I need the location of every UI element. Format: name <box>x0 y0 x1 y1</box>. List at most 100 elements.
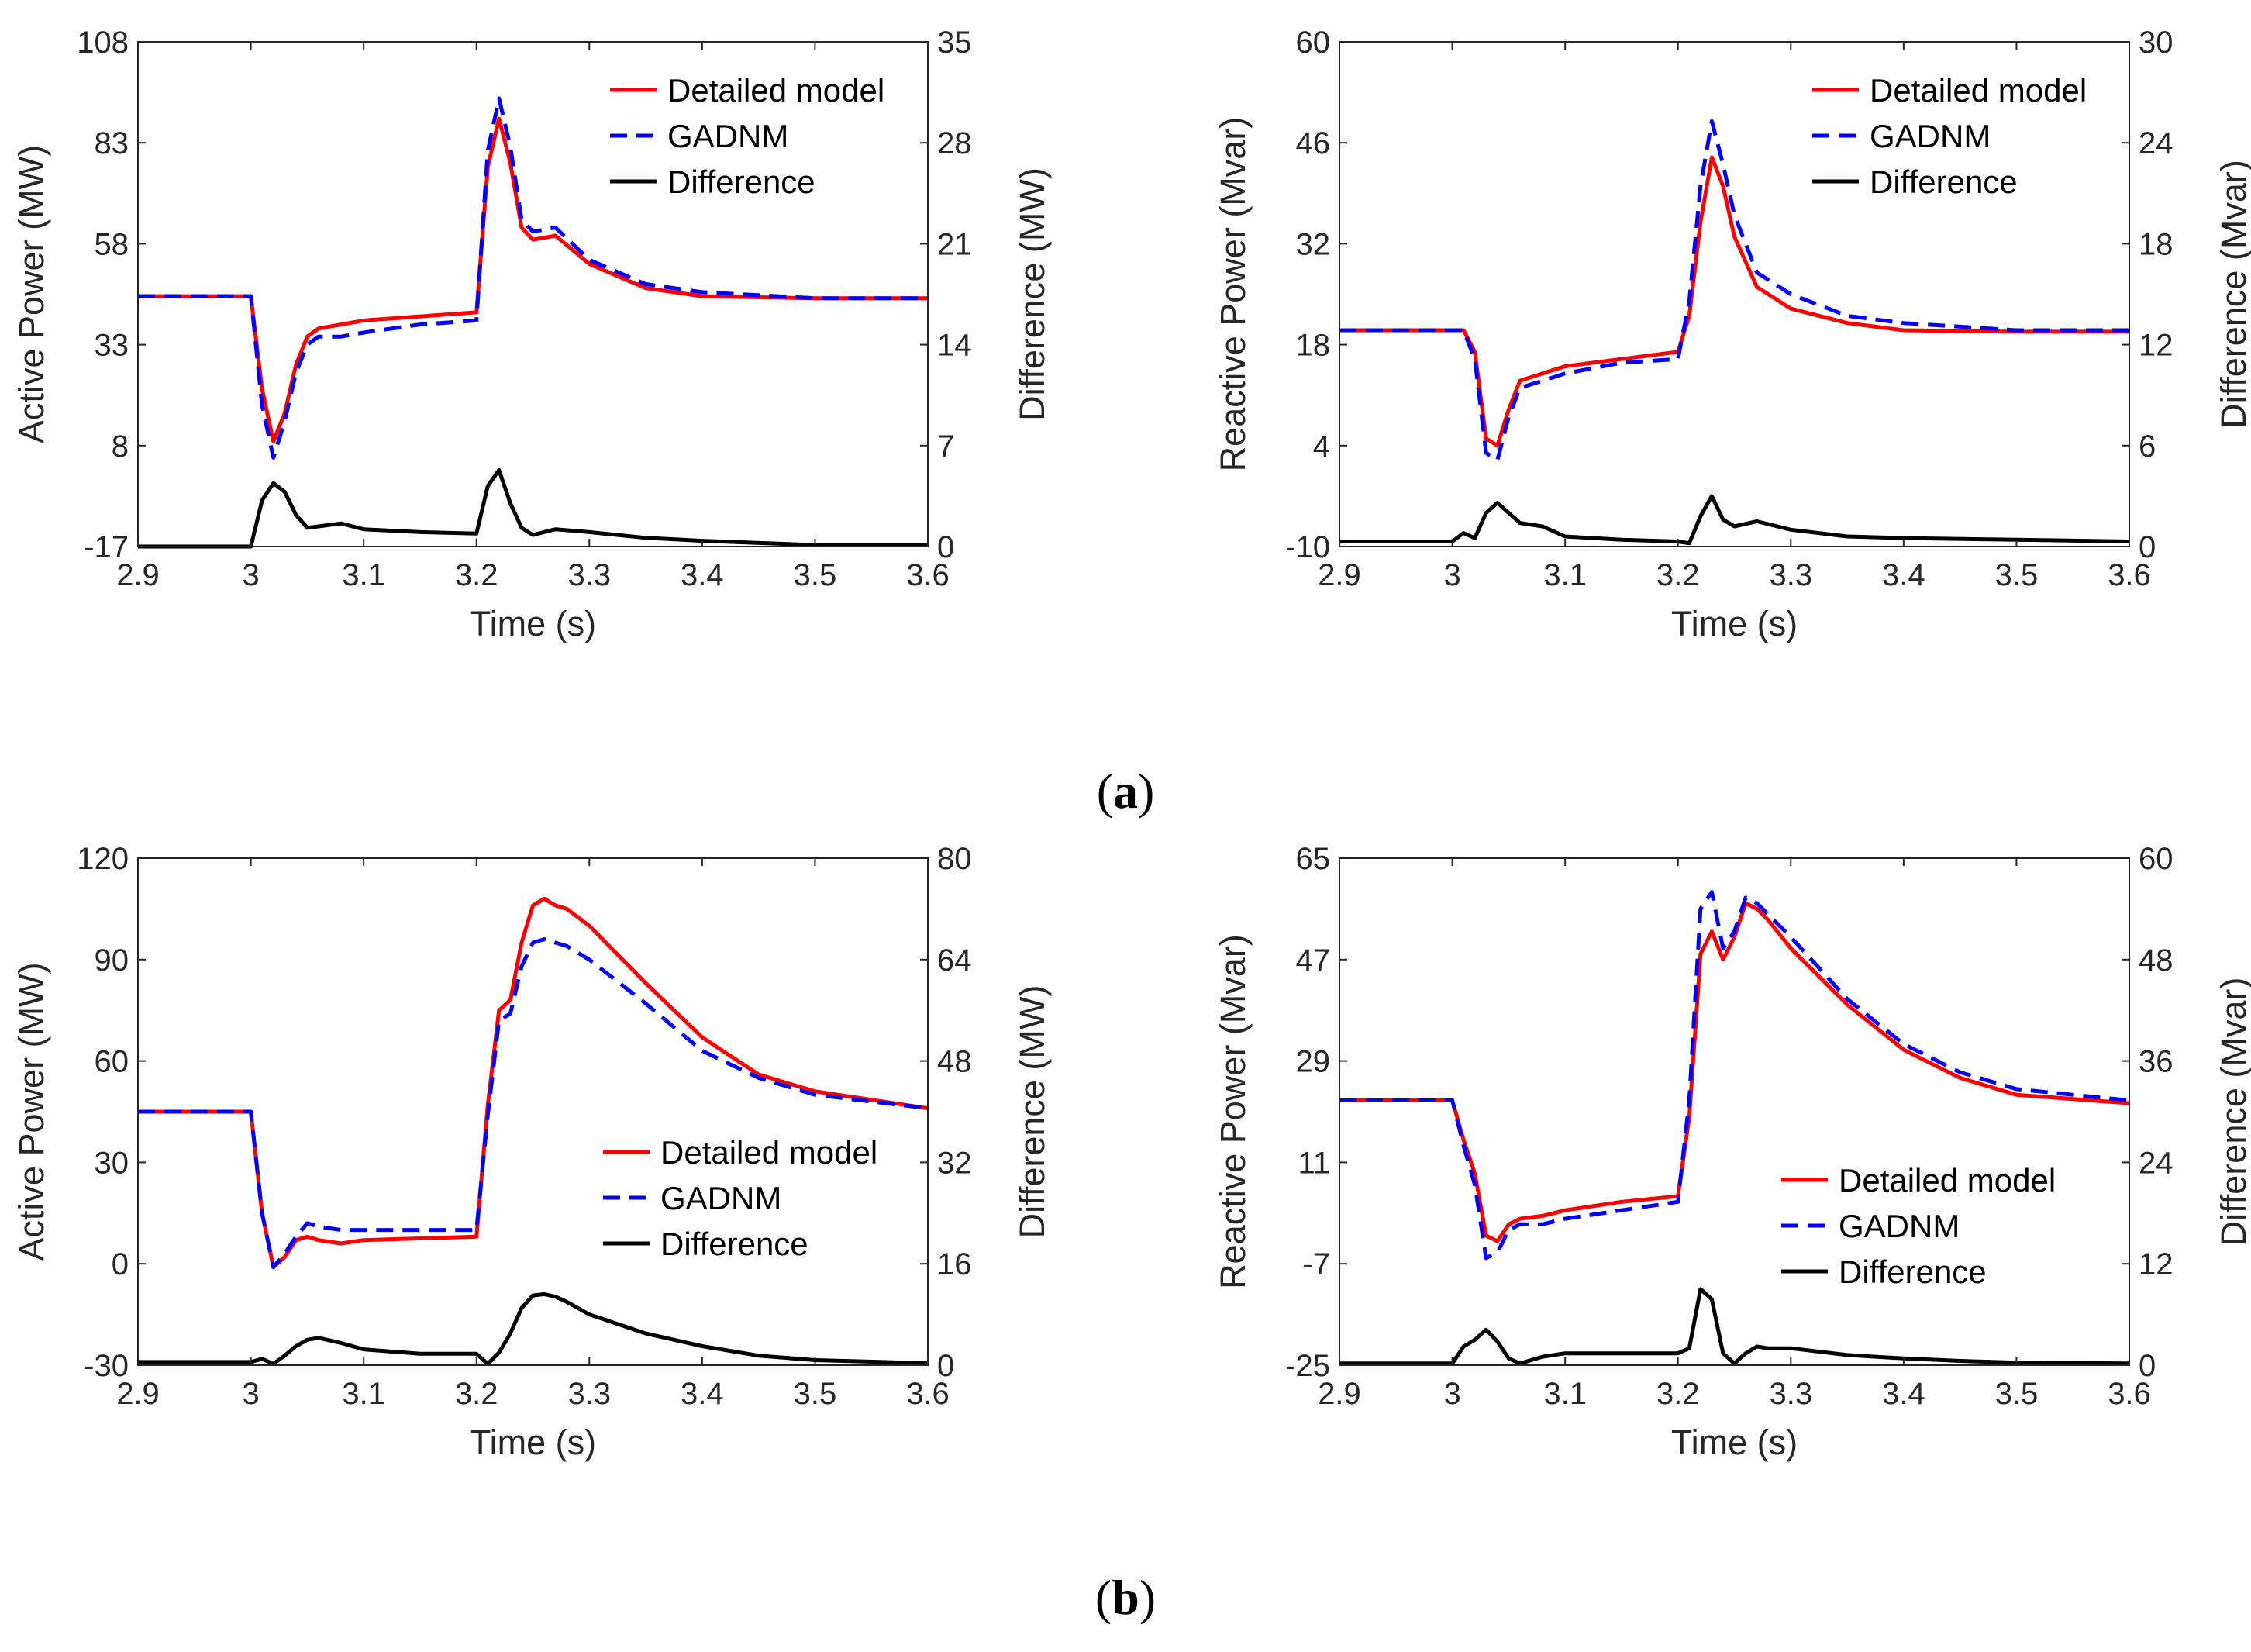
legend-label: Detailed model <box>1870 72 2087 109</box>
legend-label: GADNM <box>1839 1208 1960 1244</box>
caption-a-open: ( <box>1097 764 1113 819</box>
legend-label: Detailed model <box>667 72 884 109</box>
y-tick-label: 32 <box>1296 227 1331 261</box>
x-tick-label: 3.2 <box>1656 1377 1700 1411</box>
y2-tick-label: 0 <box>2139 1349 2156 1383</box>
y2-tick-label: 0 <box>937 530 954 564</box>
y2-tick-label: 48 <box>937 1045 972 1079</box>
y-axis-label: Active Power (MW) <box>12 962 51 1261</box>
y-tick-label: 8 <box>112 429 129 464</box>
x-tick-label: 3.4 <box>681 1377 724 1411</box>
caption-b-open: ( <box>1095 1570 1112 1625</box>
y-tick-label: -25 <box>1285 1349 1330 1383</box>
y2-tick-label: 80 <box>937 842 972 876</box>
x-tick-label: 3.4 <box>1882 558 1925 592</box>
chart-b-active-power: 2.9 3 3.1 3.2 3.3 3.4 3.5 3.6 -30 0 30 60 90 120 0 16 32… <box>12 842 1052 1462</box>
y-tick-label: 11 <box>1298 1146 1330 1180</box>
x-tick-label: 3.1 <box>342 558 385 592</box>
y-tick-label: 120 <box>77 842 129 876</box>
x-tick-label: 3.3 <box>567 558 611 592</box>
series-line-difference <box>1339 1287 2129 1366</box>
x-tick-label: 3.5 <box>794 558 837 592</box>
legend: Detailed model GADNM Difference <box>1781 1162 2056 1290</box>
y-tick-label: 30 <box>95 1146 129 1180</box>
y2-tick-label: 7 <box>937 429 954 464</box>
x-axis-label: Time (s) <box>470 604 596 643</box>
x-tick-label: 3 <box>242 558 259 592</box>
x-tick-label: 3.4 <box>1882 1377 1925 1411</box>
y-axis-label: Active Power (MW) <box>12 145 51 443</box>
x-tick-label: 3.1 <box>342 1377 385 1411</box>
y2-tick-label: 24 <box>2139 126 2173 160</box>
x-tick-label: 2.9 <box>1318 558 1361 592</box>
caption-a-close: ) <box>1138 764 1154 819</box>
caption-a-letter: a <box>1113 764 1138 819</box>
y-tick-label: -17 <box>84 530 129 564</box>
y2-tick-label: 0 <box>2139 530 2156 564</box>
x-tick-label: 2.9 <box>116 1377 160 1411</box>
y-tick-label: -7 <box>1302 1247 1330 1281</box>
x-tick-label: 3.2 <box>1656 558 1700 592</box>
x-tick-label: 3.2 <box>455 558 498 592</box>
y2-tick-label: 28 <box>937 126 972 160</box>
caption-b: (b) <box>1095 1570 1156 1625</box>
chart-a-reactive-power: 2.9 3 3.1 3.2 3.3 3.4 3.5 3.6 -10 4 18 32 46 60 0 6 12 18… <box>1213 26 2251 643</box>
y-tick-label: 4 <box>1313 429 1330 464</box>
caption-b-letter: b <box>1112 1570 1139 1625</box>
plot-frame <box>137 41 929 547</box>
y2-tick-label: 6 <box>2139 429 2156 464</box>
y2-tick-label: 36 <box>2139 1045 2173 1079</box>
series-line-detailed-model <box>138 116 928 444</box>
y-tick-label: 46 <box>1296 126 1331 160</box>
series-line-gadnm <box>138 937 928 1270</box>
y-tick-label: 108 <box>77 26 129 60</box>
y-tick-label: 58 <box>95 227 129 261</box>
y2-tick-label: 60 <box>2139 842 2173 876</box>
chart-b-reactive-power: 2.9 3 3.1 3.2 3.3 3.4 3.5 3.6 -25 -7 11 29 47 65 0 12 24… <box>1213 842 2251 1462</box>
caption-b-close: ) <box>1139 1570 1156 1625</box>
x-tick-label: 3.3 <box>1769 558 1812 592</box>
x-tick-label: 3.4 <box>681 558 724 592</box>
y-tick-label: 0 <box>112 1247 129 1281</box>
x-tick-label: 2.9 <box>116 558 160 592</box>
y2-tick-label: 16 <box>937 1247 972 1281</box>
y-axis-label: Reactive Power (Mvar) <box>1213 934 1253 1289</box>
x-axis-label: Time (s) <box>470 1423 596 1462</box>
legend-label: GADNM <box>660 1180 781 1216</box>
series-line-gadnm <box>138 96 928 460</box>
x-tick-label: 3 <box>1443 558 1460 592</box>
x-tick-label: 3.6 <box>906 1377 950 1411</box>
x-tick-label: 3.5 <box>1995 558 2039 592</box>
y-tick-label: 33 <box>95 329 129 363</box>
x-tick-label: 3.3 <box>1769 1377 1812 1411</box>
y-tick-label: 47 <box>1296 943 1331 978</box>
x-tick-label: 3.6 <box>2108 558 2151 592</box>
x-tick-label: 3.3 <box>567 1377 611 1411</box>
y2-axis-label: Difference (MW) <box>1012 167 1052 421</box>
x-tick-label: 2.9 <box>1318 1377 1361 1411</box>
y-tick-label: 18 <box>1296 329 1331 363</box>
y2-tick-label: 32 <box>937 1146 972 1180</box>
x-tick-label: 3.1 <box>1543 1377 1587 1411</box>
series-line-gadnm <box>1339 890 2129 1261</box>
x-tick-label: 3.5 <box>794 1377 837 1411</box>
y2-tick-label: 12 <box>2139 1247 2173 1281</box>
x-tick-label: 3.1 <box>1543 558 1587 592</box>
legend-label: GADNM <box>1870 118 1991 154</box>
x-tick-label: 3.6 <box>906 558 950 592</box>
y-tick-label: 65 <box>1296 842 1331 876</box>
legend-label: Difference <box>660 1226 808 1262</box>
y-axis-label: Reactive Power (Mvar) <box>1213 117 1253 472</box>
x-tick-label: 3.5 <box>1995 1377 2039 1411</box>
series-line-gadnm <box>1339 119 2129 462</box>
y-tick-label: 90 <box>95 943 129 978</box>
caption-a: (a) <box>1097 764 1155 819</box>
legend-label: GADNM <box>667 118 788 154</box>
chart-a-active-power: 2.9 3 3.1 3.2 3.3 3.4 3.5 3.6 -17 8 33 58 83 108 0 7 14 2… <box>12 26 1052 643</box>
series-line-difference <box>138 1292 928 1366</box>
y-tick-label: 29 <box>1296 1045 1331 1079</box>
y2-axis-label: Difference (MW) <box>1012 985 1052 1239</box>
y2-tick-label: 30 <box>2139 26 2173 60</box>
legend-label: Detailed model <box>660 1134 877 1171</box>
